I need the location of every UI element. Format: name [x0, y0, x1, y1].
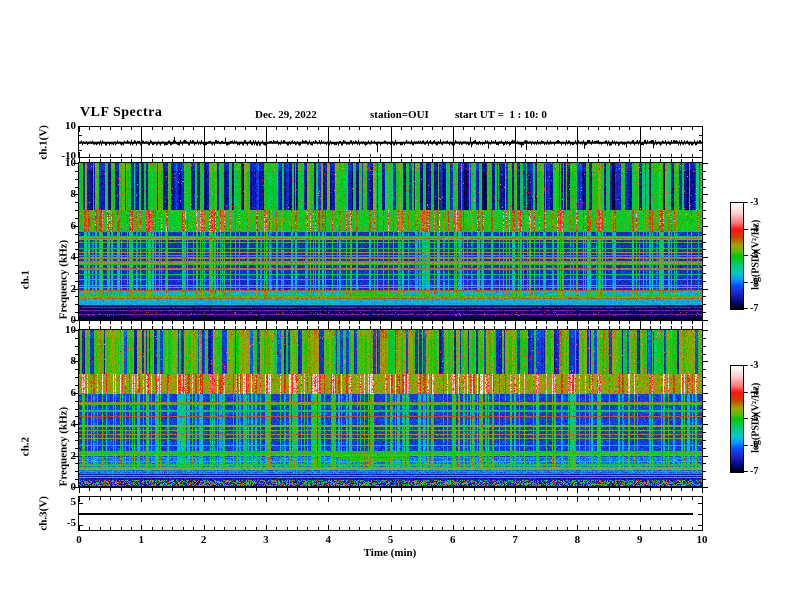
x-tick-label: 5 — [387, 534, 394, 546]
cb2-tick-mark — [744, 365, 748, 366]
ch2-axis-line1: ch.2 — [19, 436, 32, 457]
cb1-tick-mark — [744, 282, 748, 283]
cb2-tick-mark — [744, 471, 748, 472]
cb2-tick-label: -4 — [750, 387, 759, 398]
ch1-axis-line1: ch.1 — [19, 269, 32, 290]
cb2-tick-mark — [744, 392, 748, 393]
ch1-y-tick-label: -10 — [61, 150, 76, 162]
sp2-y-tick-label: 0 — [70, 481, 77, 493]
cb1-tick-label: -5 — [750, 250, 759, 261]
cb1-tick-label: -3 — [750, 197, 759, 208]
start-ut-label: start UT = 1 : 10: 0 — [455, 109, 547, 121]
x-tick-label: 4 — [325, 534, 331, 546]
cb1-tick-mark — [744, 255, 748, 256]
x-tick-label: 10 — [696, 534, 708, 546]
sp2-y-tick-label: 2 — [70, 449, 77, 462]
sp1-y-tick-label: 8 — [70, 188, 77, 201]
sp1-y-tick-label: 6 — [70, 219, 77, 232]
ch2-colorbar — [730, 365, 744, 473]
x-tick-label: 9 — [636, 534, 643, 546]
x-tick-label: 8 — [574, 534, 581, 546]
sp2-y-tick-label: 8 — [70, 355, 77, 368]
ch3-voltage-panel — [73, 491, 708, 536]
cb1-tick-mark — [744, 229, 748, 230]
x-tick-label: 2 — [200, 534, 207, 546]
ch2-spectrogram-panel — [73, 324, 708, 493]
sp1-y-tick-label: 10 — [65, 157, 76, 169]
sp1-y-tick-label: 2 — [70, 282, 77, 295]
sp1-y-tick-label: 4 — [70, 251, 77, 264]
sp2-y-tick-label: 6 — [70, 386, 77, 399]
cb1-tick-label: -4 — [750, 224, 759, 235]
cb1-tick-mark — [744, 202, 748, 203]
cb2-tick-label: -6 — [750, 440, 759, 451]
x-tick-label: 3 — [263, 534, 269, 546]
page-title: VLF Spectra — [80, 105, 163, 120]
cb1-tick-label: -7 — [750, 303, 759, 314]
station-label: station=OUI — [370, 109, 429, 121]
sp2-y-tick-label: 4 — [70, 418, 77, 431]
ch1-voltage-axis-label: ch.1(V) — [37, 125, 50, 160]
time-axis-label: Time (min) — [363, 547, 417, 559]
ch1-colorbar — [730, 202, 744, 310]
cb1-tick-mark — [744, 308, 748, 309]
cb2-tick-label: -3 — [750, 360, 759, 371]
cb1-tick-label: -6 — [750, 277, 759, 288]
ch3-y-tick-label: -5 — [66, 517, 76, 529]
cb2-tick-mark — [744, 445, 748, 446]
sp1-y-tick-label: 0 — [70, 314, 77, 326]
sp2-y-tick-label: 10 — [65, 324, 76, 336]
cb2-tick-label: -7 — [750, 466, 759, 477]
cb2-tick-label: -5 — [750, 413, 759, 424]
ch1-spectrogram-panel — [73, 157, 708, 326]
x-tick-label: 6 — [450, 534, 456, 546]
x-tick-label: 1 — [138, 534, 145, 546]
x-tick-label: 7 — [512, 534, 518, 546]
ch1-y-tick-label: 10 — [65, 120, 76, 132]
cb2-tick-mark — [744, 418, 748, 419]
x-tick-label: 0 — [76, 534, 82, 546]
ch3-y-tick-label: 5 — [70, 496, 77, 508]
date-label: Dec. 29, 2022 — [255, 109, 317, 121]
ch3-voltage-axis-label: ch.3(V) — [37, 496, 50, 531]
ch1-voltage-panel — [73, 121, 708, 163]
